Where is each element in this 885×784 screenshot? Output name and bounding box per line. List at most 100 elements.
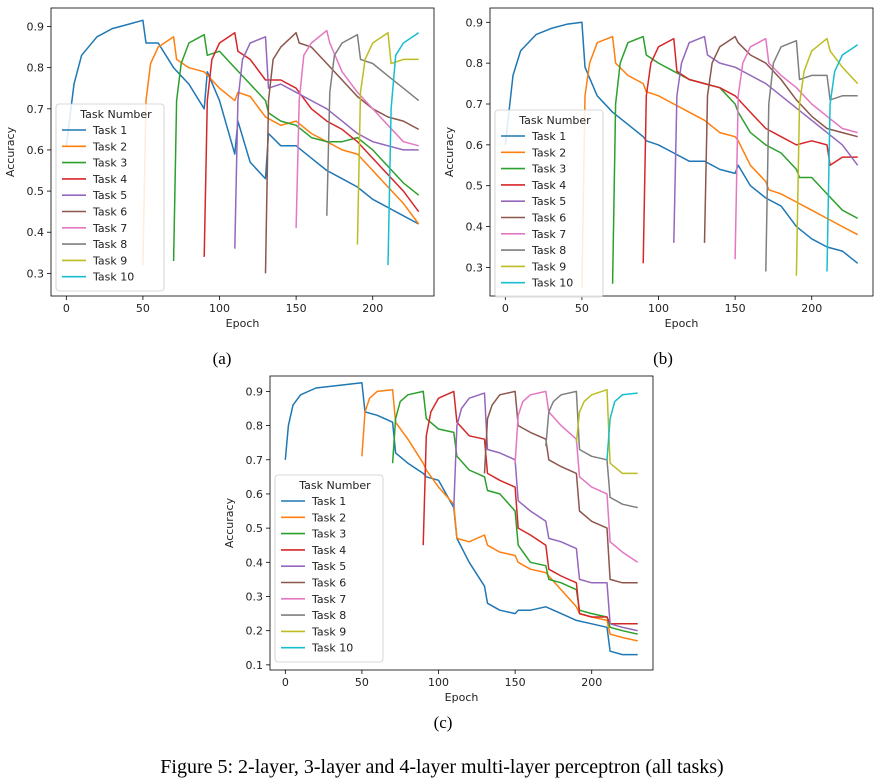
legend-label-task-4: Task 4	[531, 179, 566, 192]
legend-label-task-8: Task 8	[531, 244, 566, 257]
legend-label-task-6: Task 6	[92, 206, 127, 219]
series-group	[65, 19, 420, 274]
y-tick-label: 0.6	[466, 139, 484, 152]
series-group	[504, 21, 859, 288]
y-tick-label: 0.8	[27, 62, 45, 75]
y-tick-label: 0.3	[466, 261, 484, 274]
series-line-task-6	[703, 35, 858, 243]
series-line-task-3	[611, 35, 859, 284]
series-line-task-8	[545, 390, 638, 509]
y-tick-label: 0.2	[246, 625, 264, 638]
legend-label-task-1: Task 1	[311, 495, 346, 508]
legend-label-task-7: Task 7	[531, 228, 566, 241]
x-tick-label: 50	[355, 676, 369, 689]
chart-panel-a: 0 50 100 150 200 0.3 0.4 0.5 0.6 0.7 0.8 0.9 Epoch Ac…	[4, 7, 435, 330]
series-line-task-6	[264, 31, 420, 274]
plot-frame	[50, 7, 435, 297]
legend-label-task-10: Task 10	[531, 277, 573, 290]
x-tick-label: 0	[63, 302, 70, 315]
y-axis-label: Accuracy	[443, 126, 456, 177]
series-line-task-4	[642, 37, 858, 264]
panel-label-b: (b)	[653, 349, 673, 368]
series-line-task-5	[673, 35, 859, 243]
y-tick-label: 0.8	[246, 420, 264, 433]
legend-label-task-1: Task 1	[92, 124, 127, 137]
series-line-task-8	[326, 33, 420, 216]
legend: Task Number Task 1 Task 2 Task 3 Task 4 Task …	[55, 103, 165, 292]
legend-label-task-5: Task 5	[92, 189, 127, 202]
legend-label-task-7: Task 7	[92, 222, 127, 235]
legend-title: Task Number	[79, 108, 152, 121]
series-line-task-9	[795, 37, 859, 276]
legend-label-task-10: Task 10	[311, 642, 353, 655]
x-tick-label: 50	[136, 302, 150, 315]
legend-label-task-5: Task 5	[531, 195, 566, 208]
x-tick-label: 50	[575, 302, 589, 315]
legend-label-task-3: Task 3	[311, 528, 346, 541]
x-tick-label: 150	[725, 302, 746, 315]
y-tick-label: 0.4	[466, 221, 484, 234]
legend-label-task-2: Task 2	[531, 146, 566, 159]
plot-frame	[489, 7, 874, 297]
series-line-task-1	[65, 19, 420, 225]
legend-label-task-9: Task 9	[311, 625, 346, 638]
y-tick-label: 0.1	[246, 659, 264, 672]
y-tick-label: 0.9	[466, 16, 484, 29]
y-axis-label: Accuracy	[4, 126, 17, 177]
series-line-task-10	[387, 32, 420, 266]
legend-label-task-8: Task 8	[92, 238, 127, 251]
legend-label-task-6: Task 6	[311, 577, 346, 590]
chart-panel-c: 0 50 100 150 200 0.1 0.2 0.3 0.4 0.5 0.6 0.7 0.8 0.9 E…	[223, 375, 654, 704]
y-tick-label: 0.5	[466, 180, 484, 193]
chart-panel-b: 0 50 100 150 200 0.3 0.4 0.5 0.6 0.7 0.8 0.9 Epoch Ac…	[443, 7, 874, 330]
legend-label-task-2: Task 2	[311, 511, 346, 524]
legend-label-task-4: Task 4	[311, 544, 346, 557]
legend-label-task-10: Task 10	[92, 271, 134, 284]
series-line-task-2	[581, 35, 859, 288]
legend-label-task-6: Task 6	[531, 212, 566, 225]
series-line-task-6	[483, 390, 638, 584]
series-line-task-4	[422, 390, 638, 625]
series-line-task-5	[234, 36, 419, 249]
y-tick-label: 0.9	[246, 385, 264, 398]
series-line-task-2	[142, 36, 420, 266]
x-axis-label: Epoch	[226, 317, 260, 330]
series-line-task-4	[203, 31, 420, 257]
series-line-task-9	[575, 388, 638, 475]
x-tick-label: 150	[286, 302, 307, 315]
series-line-task-1	[504, 21, 859, 264]
legend-title: Task Number	[298, 479, 371, 492]
y-tick-label: 0.6	[27, 144, 45, 157]
legend-label-task-5: Task 5	[311, 560, 346, 573]
panel-label-a: (a)	[213, 349, 232, 368]
y-tick-label: 0.5	[27, 185, 45, 198]
y-tick-label: 0.9	[27, 21, 45, 34]
legend-label-task-3: Task 3	[92, 157, 127, 170]
x-tick-label: 200	[801, 302, 822, 315]
legend-label-task-4: Task 4	[92, 173, 127, 186]
y-tick-label: 0.6	[246, 488, 264, 501]
series-line-task-2	[361, 388, 638, 642]
x-axis-label: Epoch	[445, 691, 479, 704]
plot-frame	[269, 375, 654, 671]
figure-caption: Figure 5: 2-layer, 3-layer and 4-layer m…	[160, 756, 723, 778]
y-tick-label: 0.7	[246, 454, 264, 467]
x-tick-label: 0	[282, 676, 289, 689]
y-tick-label: 0.3	[246, 591, 264, 604]
series-line-task-7	[514, 390, 639, 563]
y-tick-label: 0.8	[466, 57, 484, 70]
series-line-task-3	[391, 390, 638, 635]
series-line-task-10	[606, 392, 638, 460]
legend-label-task-7: Task 7	[311, 593, 346, 606]
x-tick-label: 100	[209, 302, 230, 315]
legend-label-task-2: Task 2	[92, 140, 127, 153]
y-tick-label: 0.7	[466, 98, 484, 111]
series-line-task-9	[356, 31, 419, 245]
y-tick-label: 0.3	[27, 267, 45, 280]
y-tick-label: 0.4	[27, 226, 45, 239]
legend-label-task-8: Task 8	[311, 609, 346, 622]
series-line-task-8	[765, 39, 858, 272]
panel-label-c: (c)	[434, 713, 453, 732]
x-axis-label: Epoch	[665, 317, 699, 330]
